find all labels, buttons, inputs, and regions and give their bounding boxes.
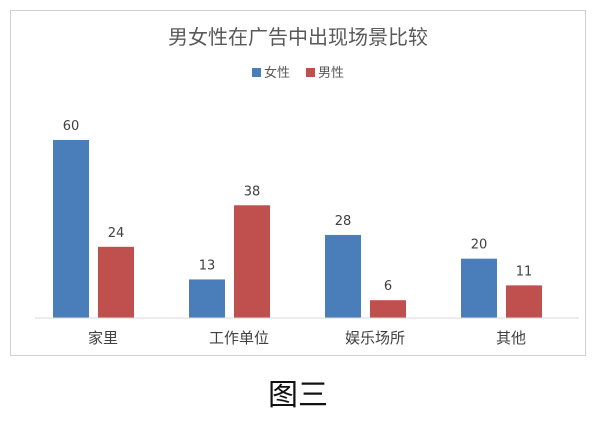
legend-swatch-2: [306, 68, 315, 77]
data-label-2-2: 38: [244, 184, 261, 199]
data-label-1-2: 24: [108, 226, 125, 241]
data-label-2-1: 13: [199, 258, 216, 273]
category-label-2: 工作单位: [209, 329, 269, 347]
legend-swatch-1: [252, 68, 261, 77]
data-label-3-2: 6: [384, 279, 392, 294]
bar-1-2: [98, 246, 134, 318]
bar-4-2: [506, 285, 542, 318]
bar-1-1: [53, 140, 89, 318]
category-label-4: 其他: [496, 329, 526, 347]
data-label-4-2: 11: [516, 264, 533, 279]
bar-3-2: [370, 300, 406, 318]
data-label-3-1: 28: [335, 214, 352, 229]
category-label-3: 娱乐场所: [345, 329, 405, 347]
legend-label-2: 男性: [318, 66, 344, 81]
figure-caption: 图三: [268, 378, 328, 413]
bar-4-1: [461, 258, 497, 318]
bar-2-2: [234, 205, 270, 318]
bar-2-1: [189, 279, 225, 318]
data-label-4-1: 20: [471, 238, 488, 253]
data-label-1-1: 60: [63, 119, 80, 134]
legend-label-1: 女性: [264, 65, 290, 81]
bar-3-1: [325, 234, 361, 318]
category-label-1: 家里: [88, 329, 118, 347]
chart-title: 男女性在广告中出现场景比较: [168, 25, 428, 49]
